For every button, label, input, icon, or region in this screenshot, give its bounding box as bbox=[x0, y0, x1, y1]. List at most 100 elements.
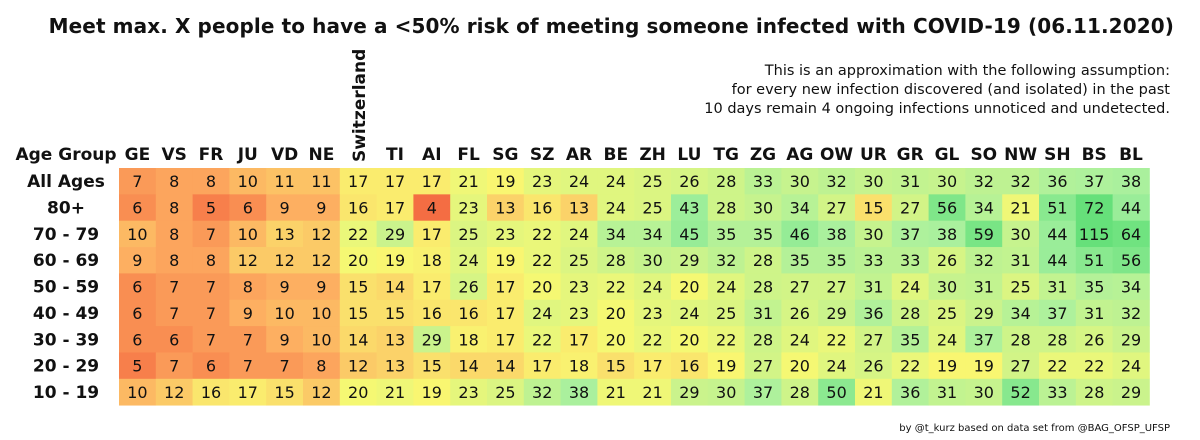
heatmap-cell bbox=[928, 220, 966, 248]
heatmap-cell bbox=[450, 378, 488, 406]
column-header-label: JU bbox=[237, 145, 258, 165]
heatmap-cell bbox=[1039, 194, 1077, 222]
cell-value-label: 27 bbox=[863, 330, 883, 349]
cell-value-label: 14 bbox=[458, 357, 478, 376]
heatmap-cell bbox=[229, 352, 267, 380]
heatmap-cell bbox=[560, 352, 598, 380]
cell-value-label: 23 bbox=[569, 278, 589, 297]
credit-line: by @t_kurz based on data set from @BAG_O… bbox=[899, 423, 1170, 434]
heatmap-cell bbox=[487, 352, 525, 380]
heatmap-cell bbox=[597, 273, 635, 301]
heatmap-cell bbox=[855, 273, 893, 301]
cell-value-label: 21 bbox=[863, 383, 883, 402]
heatmap-cell bbox=[229, 378, 267, 406]
heatmap-cell bbox=[523, 326, 561, 353]
heatmap-cell bbox=[192, 273, 230, 301]
heatmap-cell bbox=[560, 168, 598, 195]
cell-value-label: 23 bbox=[569, 304, 589, 323]
cell-value-label: 45 bbox=[679, 225, 699, 244]
cell-value-label: 27 bbox=[826, 199, 846, 218]
heatmap-cell bbox=[523, 247, 561, 274]
heatmap-cell bbox=[891, 220, 929, 248]
cell-value-label: 21 bbox=[385, 383, 405, 402]
cell-value-label: 22 bbox=[532, 251, 552, 270]
heatmap-cell bbox=[376, 378, 414, 406]
cell-value-label: 10 bbox=[127, 383, 147, 402]
cell-value-label: 16 bbox=[679, 357, 699, 376]
row-label: All Ages bbox=[27, 172, 105, 192]
cell-value-label: 33 bbox=[1047, 383, 1067, 402]
heatmap-cell bbox=[1039, 220, 1077, 248]
heatmap-cell bbox=[597, 378, 635, 406]
heatmap-cell bbox=[818, 352, 856, 380]
heatmap-cell bbox=[155, 220, 193, 248]
heatmap-cell bbox=[707, 247, 745, 274]
cell-value-label: 25 bbox=[1010, 278, 1030, 297]
cell-value-label: 8 bbox=[169, 251, 179, 270]
cell-value-label: 24 bbox=[900, 278, 920, 297]
cell-value-label: 29 bbox=[679, 251, 699, 270]
cell-value-label: 7 bbox=[243, 357, 253, 376]
cell-value-label: 44 bbox=[1047, 225, 1067, 244]
heatmap-cell bbox=[671, 352, 709, 380]
cell-value-label: 20 bbox=[532, 278, 552, 297]
heatmap-cell bbox=[707, 299, 745, 327]
cell-value-label: 18 bbox=[458, 330, 478, 349]
column-header-label: SH bbox=[1044, 145, 1070, 165]
cell-value-label: 17 bbox=[569, 330, 589, 349]
heatmap-cell bbox=[119, 299, 157, 327]
cell-value-label: 35 bbox=[790, 251, 810, 270]
heatmap-cell bbox=[266, 168, 304, 195]
cell-value-label: 30 bbox=[863, 172, 883, 191]
cell-value-label: 17 bbox=[348, 172, 368, 191]
cell-value-label: 24 bbox=[937, 330, 957, 349]
heatmap-cell bbox=[781, 299, 819, 327]
heatmap-cell bbox=[928, 247, 966, 274]
heatmap-cell bbox=[855, 220, 893, 248]
cell-value-label: 13 bbox=[569, 199, 589, 218]
heatmap-cell bbox=[1075, 352, 1113, 380]
cell-value-label: 24 bbox=[642, 278, 662, 297]
cell-value-label: 37 bbox=[900, 225, 920, 244]
cell-value-label: 29 bbox=[679, 383, 699, 402]
heatmap-cell bbox=[1039, 352, 1077, 380]
cell-value-label: 26 bbox=[937, 251, 957, 270]
cell-value-label: 16 bbox=[532, 199, 552, 218]
cell-value-label: 15 bbox=[348, 278, 368, 297]
heatmap-cell bbox=[1075, 220, 1113, 248]
cell-value-label: 38 bbox=[826, 225, 846, 244]
heatmap-cell bbox=[229, 194, 267, 222]
cell-value-label: 30 bbox=[716, 383, 736, 402]
heatmap-cell bbox=[965, 352, 1003, 380]
cell-value-label: 12 bbox=[238, 251, 258, 270]
heatmap-cell bbox=[965, 168, 1003, 195]
cell-value-label: 27 bbox=[900, 199, 920, 218]
heatmap-cell bbox=[891, 378, 929, 406]
cell-value-label: 24 bbox=[606, 199, 626, 218]
heatmap-cell bbox=[1002, 220, 1040, 248]
heatmap-cell bbox=[855, 299, 893, 327]
cell-value-label: 28 bbox=[1047, 330, 1067, 349]
cell-value-label: 15 bbox=[422, 357, 442, 376]
cell-value-label: 7 bbox=[206, 330, 216, 349]
heatmap-cell bbox=[339, 299, 377, 327]
cell-value-label: 35 bbox=[826, 251, 846, 270]
heatmap-cell bbox=[155, 194, 193, 222]
cell-value-label: 27 bbox=[753, 357, 773, 376]
heatmap-cell bbox=[928, 378, 966, 406]
cell-value-label: 20 bbox=[790, 357, 810, 376]
cell-value-label: 23 bbox=[495, 225, 515, 244]
heatmap-cell bbox=[671, 168, 709, 195]
cell-value-label: 32 bbox=[1010, 172, 1030, 191]
cell-value-label: 7 bbox=[169, 304, 179, 323]
heatmap-cell bbox=[707, 220, 745, 248]
cell-value-label: 21 bbox=[642, 383, 662, 402]
heatmap-cell bbox=[597, 194, 635, 222]
cell-value-label: 14 bbox=[495, 357, 515, 376]
heatmap-cell bbox=[928, 273, 966, 301]
column-header-label: AG bbox=[786, 145, 813, 165]
heatmap-cell bbox=[891, 299, 929, 327]
cell-value-label: 32 bbox=[1121, 304, 1141, 323]
heatmap-cell bbox=[450, 273, 488, 301]
